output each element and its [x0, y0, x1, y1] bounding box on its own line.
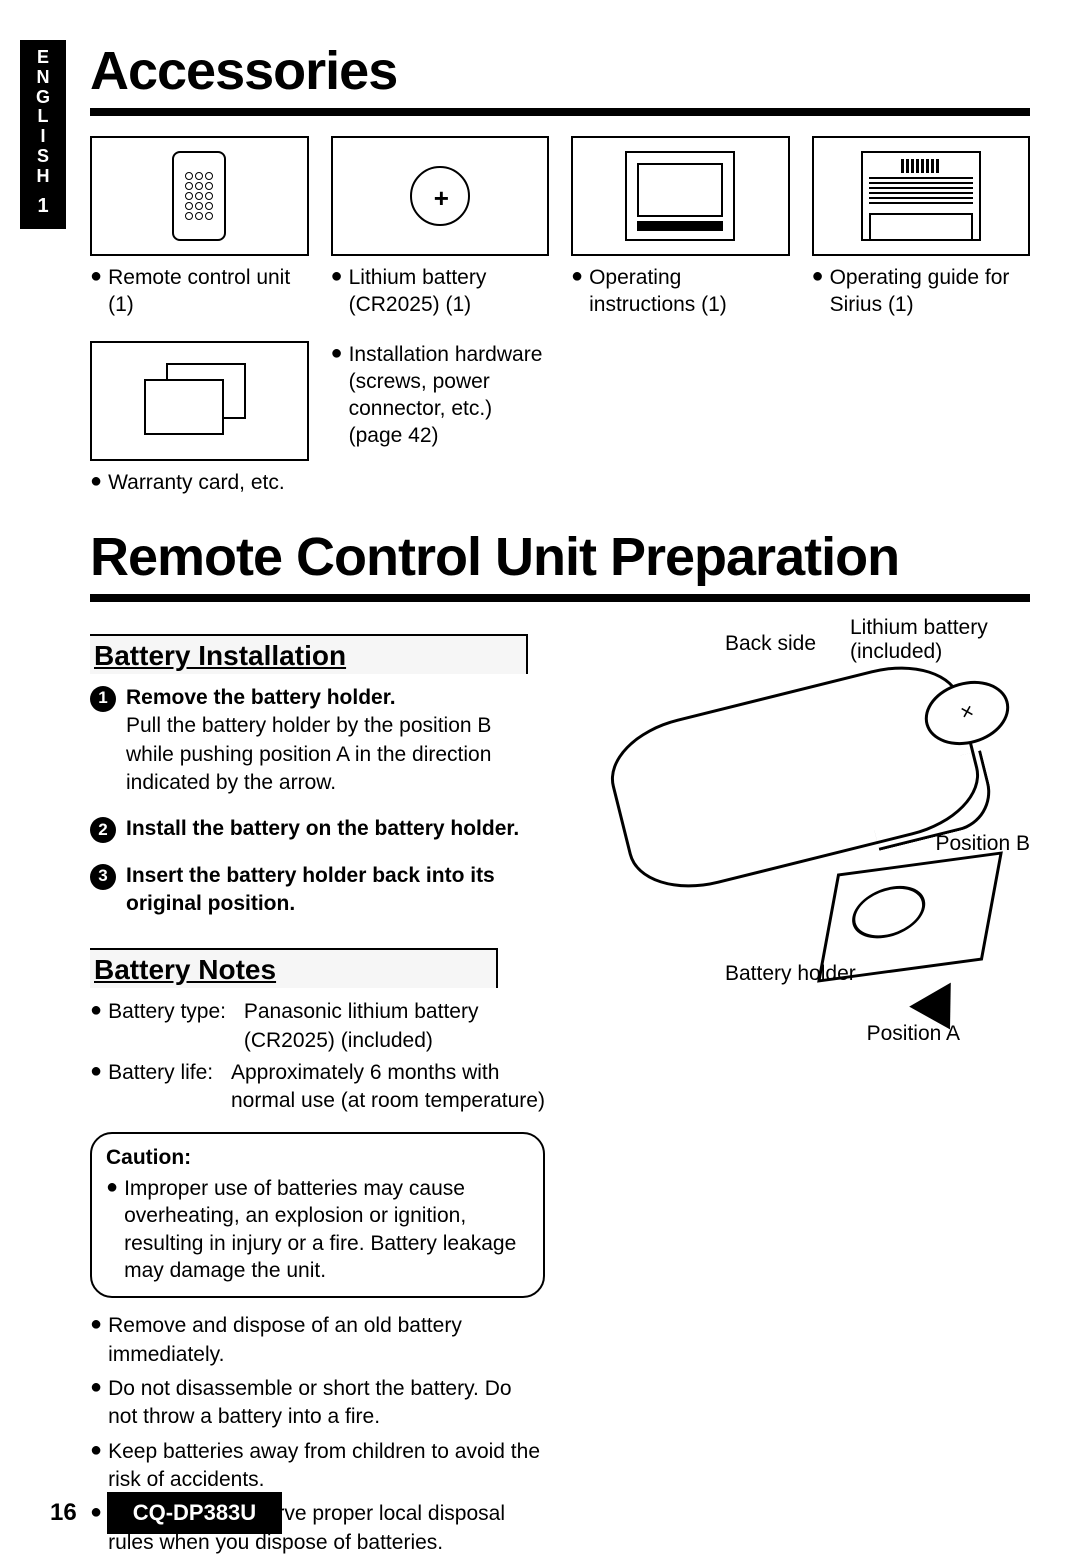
accessories-grid: ●Remote control unit (1) ●Lithium batter…: [90, 136, 1030, 496]
rule: [90, 594, 1030, 602]
subhead-battery-install: Battery Installation: [90, 634, 528, 674]
step-badge: 2: [90, 817, 116, 843]
battery-notes: ●Battery type: Panasonic lithium battery…: [90, 998, 545, 1115]
accessory-item: ●Operating instructions (1): [571, 136, 790, 319]
heading-accessories: Accessories: [90, 40, 1030, 102]
accessory-item: ●Operating guide for Sirius (1): [812, 136, 1031, 319]
left-column: Battery Installation 1 Remove the batter…: [90, 622, 545, 1563]
accessory-item: ●Remote control unit (1): [90, 136, 309, 319]
step-item: 1 Remove the battery holder.Pull the bat…: [90, 684, 545, 797]
page-footer: 16 CQ-DP383U: [50, 1492, 282, 1534]
page-number: 16: [50, 1499, 77, 1527]
manual-icon: [625, 151, 735, 241]
battery-icon: [410, 166, 470, 226]
language-tab: E N G L I S H 1: [20, 40, 66, 229]
accessory-item: ●Installation hardware (screws, power co…: [331, 341, 550, 496]
step-badge: 1: [90, 686, 116, 712]
subhead-battery-notes: Battery Notes: [90, 948, 498, 988]
caution-box: Caution: ●Improper use of batteries may …: [90, 1132, 545, 1298]
accessory-item: ●Lithium battery (CR2025) (1): [331, 136, 550, 319]
step-item: 3 Insert the battery holder back into it…: [90, 862, 545, 919]
cards-icon: [144, 361, 254, 441]
step-item: 2 Install the battery on the battery hol…: [90, 815, 545, 843]
step-badge: 3: [90, 864, 116, 890]
rule: [90, 108, 1030, 116]
accessory-item: ●Warranty card, etc.: [90, 341, 309, 496]
guide-icon: [861, 151, 981, 241]
remote-icon: [172, 151, 226, 241]
heading-remote-prep: Remote Control Unit Preparation: [90, 526, 1030, 588]
model-number: CQ-DP383U: [107, 1492, 282, 1534]
battery-diagram: Back side Lithium battery (included) Pos…: [575, 622, 1030, 1102]
